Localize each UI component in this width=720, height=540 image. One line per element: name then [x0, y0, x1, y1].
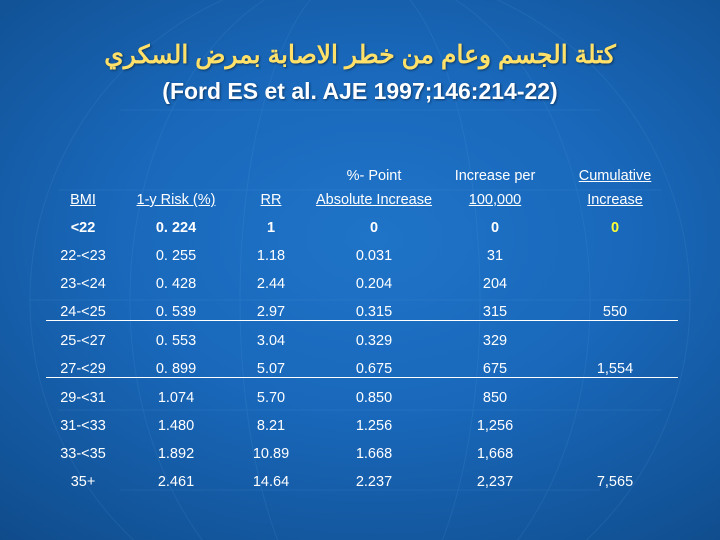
table-row: <22 0. 224 1 0 0 0 — [46, 208, 678, 236]
table-body: <22 0. 224 1 0 0 0 22-<23 0. 255 1.18 0.031 31 23-<… — [46, 208, 678, 490]
header-absolute-increase-line1: %- Point — [346, 168, 402, 184]
cell-rr: 14.64 — [252, 474, 290, 490]
cell-absolute-increase: 0.850 — [355, 390, 393, 406]
header-absolute-increase-line2: Absolute Increase — [315, 192, 433, 208]
cell-absolute-increase: 0.031 — [355, 248, 393, 264]
cell-absolute-increase: 2.237 — [355, 474, 393, 490]
cell-absolute-increase: 0.315 — [310, 292, 438, 321]
cell-cumulative-increase — [552, 378, 678, 407]
cell-cumulative-increase — [552, 236, 678, 264]
table-row: 27-<29 0. 899 5.07 0.675 675 1,554 — [46, 349, 678, 378]
header-cumulative-line1: Cumulative — [578, 168, 652, 184]
cell-cumulative-increase — [552, 434, 678, 462]
cell-increase-per-100000: 329 — [482, 333, 508, 349]
cell-increase-per-100000: 1,256 — [476, 418, 514, 434]
table-row: 29-<31 1.074 5.70 0.850 850 — [46, 378, 678, 407]
cell-cumulative-increase: 550 — [552, 292, 678, 321]
table-header: %- Point Increase per Cumulative BMI 1-y… — [46, 162, 678, 208]
table-row: 31-<33 1.480 8.21 1.256 1,256 — [46, 406, 678, 434]
table-row: 25-<27 0. 553 3.04 0.329 329 — [46, 321, 678, 350]
cell-bmi: 33-<35 — [60, 446, 106, 462]
page-title-arabic: كتلة الجسم وعام من خطر الاصابة بمرض السك… — [104, 41, 616, 69]
cell-absolute-increase: 0 — [369, 220, 379, 236]
cell-cumulative-increase — [552, 264, 678, 292]
cell-bmi: 31-<33 — [60, 418, 106, 434]
cell-rr: 8.21 — [256, 418, 286, 434]
cell-rr: 5.70 — [256, 390, 286, 406]
table-row: 35+ 2.461 14.64 2.237 2,237 7,565 — [46, 462, 678, 490]
cell-rr: 3.04 — [256, 333, 286, 349]
bmi-risk-table: %- Point Increase per Cumulative BMI 1-y… — [46, 162, 678, 490]
cell-cumulative-increase: 0 — [610, 220, 620, 236]
header-spacer-risk — [120, 162, 232, 184]
cell-cumulative-increase: 7,565 — [596, 474, 634, 490]
table-row: 22-<23 0. 255 1.18 0.031 31 — [46, 236, 678, 264]
cell-bmi: <22 — [70, 220, 96, 236]
table-row: 23-<24 0. 428 2.44 0.204 204 — [46, 264, 678, 292]
cell-increase-per-100000: 675 — [438, 349, 552, 378]
cell-absolute-increase: 0.329 — [355, 333, 393, 349]
cell-increase-per-100000: 204 — [482, 276, 508, 292]
header-increase-per-line1: Increase per — [454, 168, 536, 184]
cell-increase-per-100000: 0 — [490, 220, 500, 236]
cell-risk: 0. 255 — [155, 248, 197, 264]
cell-bmi: 23-<24 — [60, 276, 106, 292]
cell-increase-per-100000: 850 — [482, 390, 508, 406]
table-header-row-top: %- Point Increase per Cumulative — [46, 162, 678, 184]
cell-absolute-increase: 1.256 — [355, 418, 393, 434]
cell-risk: 2.461 — [157, 474, 195, 490]
cell-cumulative-increase — [552, 321, 678, 350]
table-row: 24-<25 0. 539 2.97 0.315 315 550 — [46, 292, 678, 321]
cell-bmi: 24-<25 — [46, 292, 120, 321]
cell-increase-per-100000: 1,668 — [476, 446, 514, 462]
cell-rr: 5.07 — [232, 349, 310, 378]
cell-cumulative-increase — [552, 406, 678, 434]
header-rr: RR — [260, 192, 282, 208]
header-increase-per-line2: 100,000 — [468, 192, 522, 208]
cell-increase-per-100000: 2,237 — [476, 474, 514, 490]
cell-risk: 0. 428 — [155, 276, 197, 292]
cell-rr: 2.97 — [232, 292, 310, 321]
cell-absolute-increase: 0.204 — [355, 276, 393, 292]
cell-cumulative-increase: 1,554 — [552, 349, 678, 378]
cell-risk: 0. 553 — [155, 333, 197, 349]
cell-risk: 0. 224 — [155, 220, 197, 236]
header-risk: 1-y Risk (%) — [136, 192, 216, 208]
header-spacer-bmi — [46, 162, 120, 184]
header-bmi: BMI — [70, 192, 96, 208]
cell-rr: 1 — [266, 220, 276, 236]
cell-absolute-increase: 0.675 — [310, 349, 438, 378]
cell-risk: 0. 539 — [120, 292, 232, 321]
cell-bmi: 29-<31 — [60, 390, 106, 406]
cell-absolute-increase: 1.668 — [355, 446, 393, 462]
cell-bmi: 22-<23 — [60, 248, 106, 264]
cell-increase-per-100000: 315 — [438, 292, 552, 321]
page-title-citation: (Ford ES et al. AJE 1997;146:214-22) — [162, 78, 558, 104]
table-row: 33-<35 1.892 10.89 1.668 1,668 — [46, 434, 678, 462]
table-header-row-main: BMI 1-y Risk (%) RR Absolute Increase 10… — [46, 184, 678, 208]
cell-bmi: 27-<29 — [46, 349, 120, 378]
cell-risk: 0. 899 — [120, 349, 232, 378]
header-spacer-rr — [232, 162, 310, 184]
header-cumulative-line2: Increase — [587, 192, 643, 208]
cell-risk: 1.074 — [157, 390, 195, 406]
cell-risk: 1.480 — [157, 418, 195, 434]
cell-rr: 2.44 — [256, 276, 286, 292]
cell-rr: 10.89 — [252, 446, 290, 462]
slide-title-block: كتلة الجسم وعام من خطر الاصابة بمرض السك… — [0, 38, 720, 105]
cell-rr: 1.18 — [256, 248, 286, 264]
cell-increase-per-100000: 31 — [486, 248, 504, 264]
cell-bmi: 35+ — [70, 474, 96, 490]
cell-bmi: 25-<27 — [60, 333, 106, 349]
cell-risk: 1.892 — [157, 446, 195, 462]
